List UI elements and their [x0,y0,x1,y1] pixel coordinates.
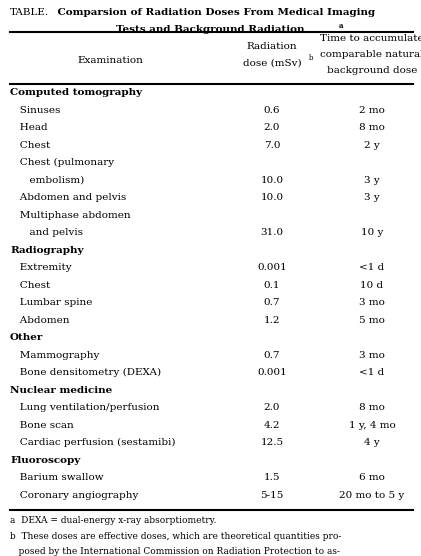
Text: Comparsion of Radiation Doses From Medical Imaging: Comparsion of Radiation Doses From Medic… [54,8,375,17]
Text: <1 d: <1 d [360,368,385,377]
Text: 2.0: 2.0 [264,403,280,412]
Text: 10 d: 10 d [360,281,384,290]
Text: TABLE.: TABLE. [10,8,49,17]
Text: b: b [309,54,314,62]
Text: a  DEXA = dual-energy x-ray absorptiometry.: a DEXA = dual-energy x-ray absorptiometr… [10,516,216,525]
Text: Tests and Background Radiation: Tests and Background Radiation [116,26,305,34]
Text: 5-15: 5-15 [260,490,284,500]
Text: 3 mo: 3 mo [359,298,385,307]
Text: dose (mSv): dose (mSv) [242,58,301,67]
Text: 10 y: 10 y [361,228,383,237]
Text: Other: Other [10,333,43,342]
Text: Computed tomography: Computed tomography [10,88,142,97]
Text: a: a [339,22,344,29]
Text: 0.1: 0.1 [264,281,280,290]
Text: Cardiac perfusion (sestamibi): Cardiac perfusion (sestamibi) [10,438,176,447]
Text: Chest (pulmonary: Chest (pulmonary [10,158,114,167]
Text: Barium swallow: Barium swallow [10,473,104,482]
Text: Multiphase abdomen: Multiphase abdomen [10,211,131,220]
Text: posed by the International Commission on Radiation Protection to as-: posed by the International Commission on… [10,547,340,556]
Text: 0.001: 0.001 [257,263,287,272]
Text: Bone scan: Bone scan [10,421,74,430]
Text: embolism): embolism) [10,176,84,185]
Text: 5 mo: 5 mo [359,316,385,325]
Text: 2 mo: 2 mo [359,106,385,115]
Text: Fluoroscopy: Fluoroscopy [10,455,80,465]
Text: 6 mo: 6 mo [359,473,385,482]
Text: 8 mo: 8 mo [359,403,385,412]
Text: Head: Head [10,123,48,132]
Text: 20 mo to 5 y: 20 mo to 5 y [339,490,405,500]
Text: 3 y: 3 y [364,193,380,202]
Text: 1.5: 1.5 [264,473,280,482]
Text: 4 y: 4 y [364,438,380,447]
Text: Radiation: Radiation [247,42,297,51]
Text: b  These doses are effective doses, which are theoretical quantities pro-: b These doses are effective doses, which… [10,532,341,540]
Text: Coronary angiography: Coronary angiography [10,490,139,500]
Text: 4.2: 4.2 [264,421,280,430]
Text: 1 y, 4 mo: 1 y, 4 mo [349,421,395,430]
Text: 1.2: 1.2 [264,316,280,325]
Text: 2 y: 2 y [364,141,380,150]
Text: 3 y: 3 y [364,176,380,185]
Text: 0.001: 0.001 [257,368,287,377]
Text: 10.0: 10.0 [261,176,284,185]
Text: 0.6: 0.6 [264,106,280,115]
Text: 0.7: 0.7 [264,351,280,360]
Text: 7.0: 7.0 [264,141,280,150]
Text: 12.5: 12.5 [261,438,284,447]
Text: 10.0: 10.0 [261,193,284,202]
Text: Nuclear medicine: Nuclear medicine [10,386,112,395]
Text: Chest: Chest [10,141,50,150]
Text: 2.0: 2.0 [264,123,280,132]
Text: Abdomen and pelvis: Abdomen and pelvis [10,193,126,202]
Text: and pelvis: and pelvis [10,228,83,237]
Text: 0.7: 0.7 [264,298,280,307]
Text: Radiography: Radiography [10,246,83,255]
Text: Chest: Chest [10,281,50,290]
Text: Abdomen: Abdomen [10,316,69,325]
Text: background dose: background dose [327,66,417,75]
Text: Examination: Examination [77,56,143,66]
Text: <1 d: <1 d [360,263,385,272]
Text: 8 mo: 8 mo [359,123,385,132]
Text: comparable natural: comparable natural [320,50,421,59]
Text: Time to accumulate: Time to accumulate [320,34,421,43]
Text: 31.0: 31.0 [261,228,284,237]
Text: Lung ventilation/perfusion: Lung ventilation/perfusion [10,403,160,412]
Text: Mammography: Mammography [10,351,99,360]
Text: Sinuses: Sinuses [10,106,60,115]
Text: Extremity: Extremity [10,263,72,272]
Text: Lumbar spine: Lumbar spine [10,298,92,307]
Text: Bone densitometry (DEXA): Bone densitometry (DEXA) [10,368,161,378]
Text: 3 mo: 3 mo [359,351,385,360]
